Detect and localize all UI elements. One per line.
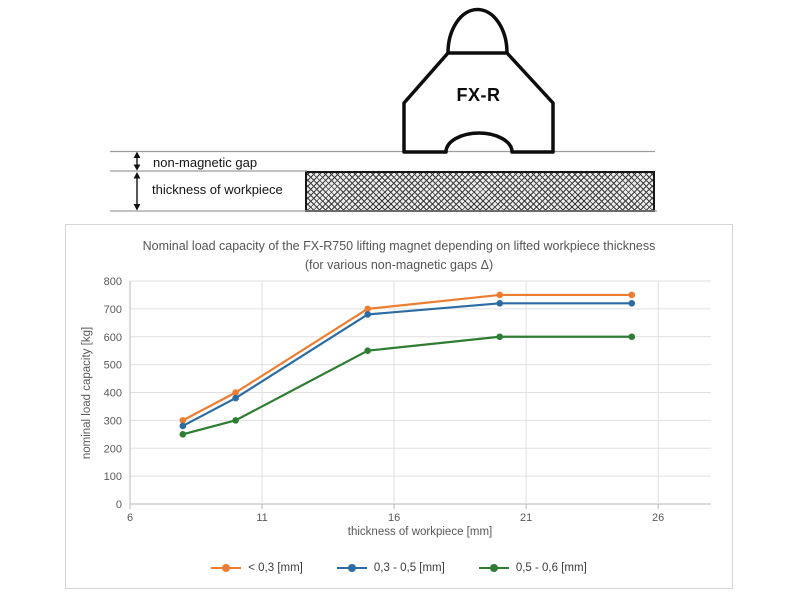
gap-dimension-arrow: [133, 151, 141, 171]
svg-text:26: 26: [652, 512, 664, 524]
svg-text:700: 700: [104, 304, 122, 316]
svg-text:0: 0: [116, 499, 122, 511]
magnet-model-label: FX-R: [456, 85, 501, 105]
chart-title: Nominal load capacity of the FX-R750 lif…: [66, 237, 732, 275]
svg-text:6: 6: [127, 512, 133, 524]
chart-plot: 0 100 200 300 400 500 600 700 800 6 11 16 21 26 nomin…: [81, 276, 711, 538]
legend-label: 0,5 - 0,6 [mm]: [515, 562, 587, 574]
workpiece-thickness-label: thickness of workpiece: [152, 182, 283, 197]
chart-container: Nominal load capacity of the FX-R750 lif…: [65, 224, 733, 589]
legend-item: 0,5 - 0,6 [mm]: [478, 562, 587, 574]
svg-text:21: 21: [520, 512, 532, 524]
legend-marker-dot: [222, 564, 231, 572]
legend-label: 0,3 - 0,5 [mm]: [373, 562, 445, 574]
svg-text:400: 400: [104, 388, 122, 400]
tick-labels: 0 100 200 300 400 500 600 700 800 6 11 16 21 26: [104, 276, 665, 524]
diagram-linework: [110, 7, 657, 212]
svg-text:100: 100: [104, 471, 122, 483]
thickness-dimension-arrow: [133, 172, 141, 211]
svg-text:16: 16: [388, 512, 400, 524]
chart-title-line2: (for various non-magnetic gaps Δ): [304, 257, 494, 272]
legend-item: < 0,3 [mm]: [211, 562, 303, 574]
svg-text:800: 800: [104, 276, 122, 288]
gridlines: [129, 280, 711, 509]
chart-legend: < 0,3 [mm] 0,3 - 0,5 [mm] 0,5 - 0,6 [mm]: [66, 562, 732, 574]
svg-text:500: 500: [104, 360, 122, 372]
svg-text:200: 200: [104, 443, 122, 455]
legend-swatch: [211, 564, 242, 572]
y-axis-title: nominal load capacity [kg]: [81, 327, 93, 459]
non-magnetic-gap-label: non-magnetic gap: [153, 155, 258, 170]
magnet-dome: [446, 7, 509, 54]
svg-text:11: 11: [256, 512, 267, 524]
legend-item: 0,3 - 0,5 [mm]: [336, 562, 445, 574]
svg-text:300: 300: [104, 415, 122, 427]
magnet-body: [402, 51, 555, 154]
legend-swatch: [336, 564, 367, 572]
svg-text:600: 600: [104, 332, 122, 344]
chart-title-line1: Nominal load capacity of the FX-R750 lif…: [142, 239, 656, 253]
workpiece-hatched-bar: [305, 171, 655, 212]
x-axis-title: thickness of workpiece [mm]: [348, 526, 492, 538]
data-series: [179, 291, 636, 438]
legend-swatch: [478, 564, 509, 572]
legend-marker-dot: [489, 564, 498, 572]
legend-marker-dot: [347, 564, 356, 572]
legend-label: < 0,3 [mm]: [248, 562, 303, 574]
magnet-diagram: FX-R non-magnetic gap thickness of workp…: [0, 0, 800, 224]
